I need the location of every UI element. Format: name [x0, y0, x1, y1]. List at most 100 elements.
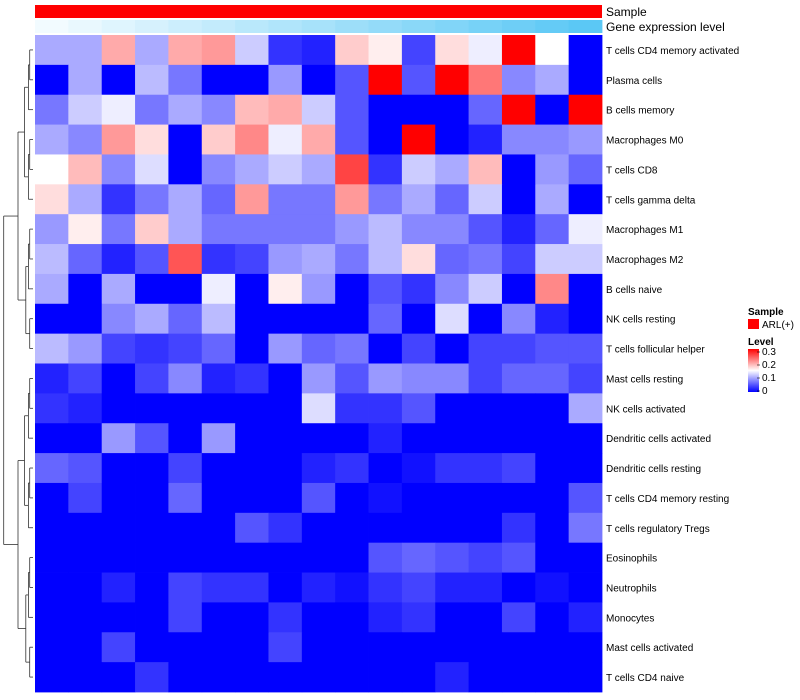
heatmap-cell [368, 184, 403, 215]
heatmap-cell [301, 602, 336, 633]
heatmap-cell [568, 572, 603, 603]
heatmap-cell [201, 244, 236, 275]
heatmap-cell [535, 214, 570, 245]
heatmap-cell [301, 184, 336, 215]
heatmap-cell [568, 363, 603, 394]
heatmap-cell [301, 572, 336, 603]
heatmap-cell [101, 542, 136, 573]
heatmap-cell [168, 423, 203, 454]
heatmap-cell [401, 572, 436, 603]
heatmap-cell [501, 482, 536, 514]
heatmap-cell [568, 94, 603, 125]
heatmap-cell [35, 453, 69, 484]
heatmap-cell [368, 632, 403, 663]
heatmap-cell [101, 94, 136, 125]
heatmap-cell [135, 303, 169, 335]
heatmap-cell [101, 35, 136, 66]
heatmap-cell [301, 244, 336, 275]
heatmap-cell [68, 94, 103, 125]
heatmap-cell [268, 512, 303, 544]
heatmap-cell [501, 214, 536, 245]
heatmap-cell [335, 94, 369, 125]
heatmap-cell [201, 363, 236, 394]
heatmap-cell [501, 64, 536, 96]
heatmap-cell [501, 244, 536, 275]
heatmap-cell [35, 363, 69, 394]
heatmap-cell [435, 453, 469, 484]
heatmap-cell [535, 64, 570, 96]
heatmap-cell [468, 363, 503, 394]
heatmap-cell [501, 393, 536, 424]
heatmap-cell [168, 333, 203, 364]
heatmap-cell [101, 363, 136, 394]
heatmap-cell [401, 244, 436, 275]
heatmap-cell [135, 572, 169, 603]
heatmap-cell [368, 662, 403, 693]
heatmap-cell [435, 244, 469, 275]
heatmap-cell [368, 154, 403, 185]
heatmap-cell [268, 94, 303, 125]
heatmap-cell [235, 333, 269, 364]
heatmap-cell [135, 363, 169, 394]
heatmap-cell [435, 184, 469, 215]
heatmap-cell [68, 124, 103, 155]
heatmap-cell [468, 154, 503, 185]
heatmap-cell [501, 423, 536, 454]
heatmap-cell [368, 94, 403, 125]
heatmap-cell [235, 244, 269, 275]
heatmap-cell [401, 453, 436, 484]
expression-level-cell [535, 20, 570, 33]
heatmap-cell [201, 94, 236, 125]
heatmap-cell [301, 303, 336, 335]
heatmap-cell [201, 453, 236, 484]
heatmap-cell [368, 303, 403, 335]
heatmap-cell [268, 632, 303, 663]
heatmap-cell [68, 273, 103, 305]
heatmap-cell [335, 273, 369, 305]
heatmap-cell [268, 124, 303, 155]
heatmap-cell [435, 423, 469, 454]
heatmap-cell [535, 303, 570, 335]
heatmap-cell [201, 542, 236, 573]
heatmap-cell [35, 542, 69, 573]
heatmap-cell [135, 184, 169, 215]
expression-level-cell [435, 20, 469, 33]
heatmap-cell [235, 94, 269, 125]
expression-level-cell [268, 20, 303, 33]
heatmap-cell [101, 333, 136, 364]
heatmap-cell [401, 423, 436, 454]
heatmap-cell [135, 244, 169, 275]
heatmap-cell [135, 423, 169, 454]
heatmap-cell [135, 273, 169, 305]
heatmap-cell [35, 273, 69, 305]
heatmap-cell [535, 124, 570, 155]
heatmap-cell [535, 184, 570, 215]
heatmap-cell [568, 602, 603, 633]
legend-tick-label: 0.2 [762, 360, 776, 371]
heatmap-cell [135, 632, 169, 663]
heatmap-cell [235, 423, 269, 454]
heatmap-cell [101, 214, 136, 245]
heatmap-cell [168, 94, 203, 125]
expression-level-cell [101, 20, 136, 33]
row-label: NK cells activated [606, 404, 685, 415]
heatmap-cell [101, 423, 136, 454]
legend-sample-entry: ARL(+) [762, 320, 794, 331]
heatmap-cell [535, 94, 570, 125]
heatmap-cell [468, 214, 503, 245]
heatmap-cell [368, 482, 403, 514]
heatmap-cell [435, 602, 469, 633]
heatmap-cell [435, 94, 469, 125]
heatmap-cell [135, 512, 169, 544]
heatmap-cell [101, 572, 136, 603]
heatmap-cell [368, 363, 403, 394]
heatmap-cell [35, 512, 69, 544]
heatmap-cell [335, 184, 369, 215]
heatmap-cell [301, 482, 336, 514]
heatmap-cell [568, 393, 603, 424]
heatmap-cell [201, 333, 236, 364]
heatmap-cell [468, 303, 503, 335]
heatmap-cell [568, 662, 603, 693]
row-label: T cells CD8 [606, 165, 658, 176]
